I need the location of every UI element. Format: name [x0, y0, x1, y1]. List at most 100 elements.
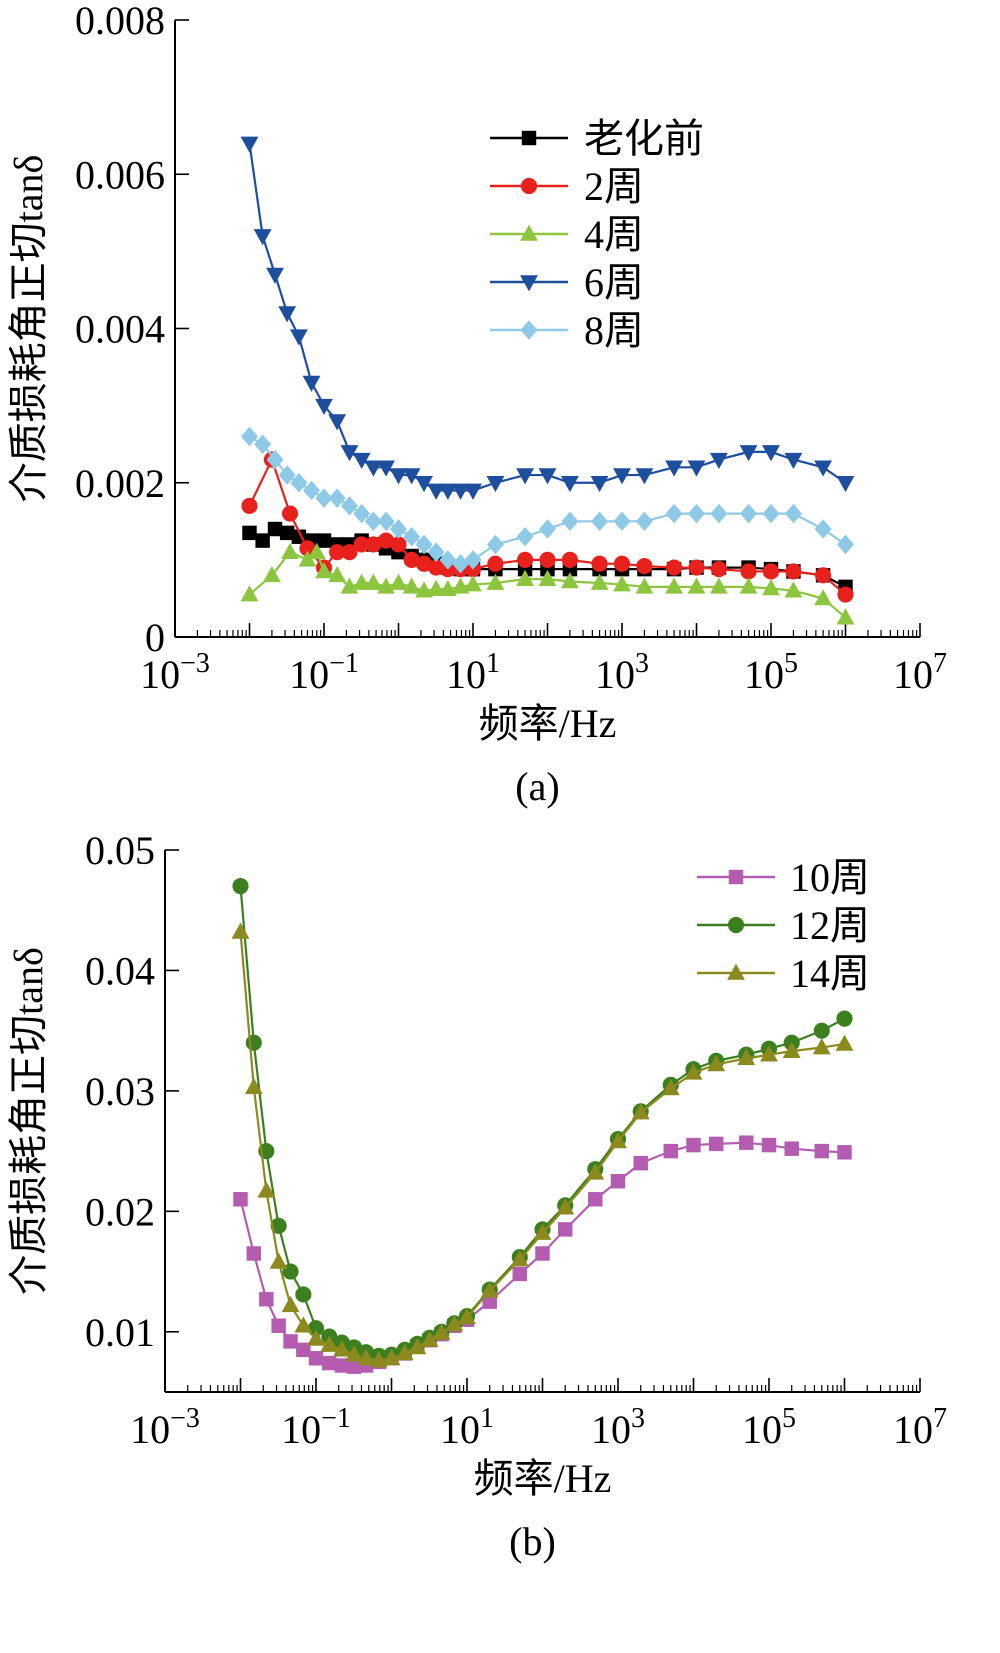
data-point	[533, 1223, 552, 1240]
data-point	[231, 922, 250, 939]
data-point	[402, 577, 421, 594]
data-point	[516, 551, 534, 568]
x-axis-label: 频率/Hz	[479, 701, 617, 746]
legend-marker	[727, 963, 745, 980]
data-point	[784, 503, 802, 524]
data-point	[302, 375, 321, 392]
series-line	[239, 931, 845, 1362]
data-point	[377, 532, 395, 549]
data-point	[784, 581, 803, 598]
data-point	[710, 452, 728, 469]
data-point	[739, 445, 758, 462]
series-2	[232, 878, 853, 1364]
data-point	[586, 1163, 605, 1180]
data-point	[761, 1137, 777, 1153]
legend-marker	[521, 130, 537, 146]
x-tick-exponent: 7	[933, 648, 947, 679]
data-point	[267, 521, 283, 537]
x-tick-exponent: −3	[180, 648, 210, 679]
data-point	[341, 544, 358, 561]
data-point	[270, 1217, 287, 1234]
series-3	[231, 922, 854, 1368]
data-point	[242, 525, 257, 541]
legend-marker	[520, 275, 538, 292]
data-point	[365, 536, 382, 553]
data-point	[486, 573, 505, 590]
data-point	[353, 536, 370, 553]
data-point	[814, 589, 832, 606]
data-point	[316, 533, 332, 548]
x-tick-base: 10	[289, 652, 329, 697]
panel-label: (b)	[509, 1519, 556, 1564]
data-point	[241, 497, 258, 514]
x-tick-label: 101	[440, 1403, 494, 1452]
x-tick-base: 10	[744, 652, 784, 697]
data-point	[631, 1103, 650, 1120]
x-tick-label: 10−1	[289, 648, 359, 697]
x-tick-exponent: −1	[321, 1403, 351, 1434]
data-point	[707, 1055, 726, 1072]
legend-label: 10周	[790, 855, 870, 900]
data-point	[334, 1358, 350, 1373]
data-point	[377, 511, 395, 532]
x-tick-exponent: −3	[170, 1403, 200, 1434]
data-point	[308, 1351, 324, 1366]
data-point	[298, 550, 317, 567]
x-tick-base: 10	[591, 1407, 631, 1452]
x-tick-exponent: 5	[782, 1403, 796, 1434]
data-point	[299, 540, 316, 557]
data-point	[814, 519, 832, 539]
data-point	[684, 1063, 703, 1080]
data-point	[635, 577, 654, 594]
data-point	[364, 460, 383, 477]
data-point	[438, 483, 457, 500]
x-tick-label: 107	[893, 648, 947, 697]
legend-label: 12周	[790, 903, 870, 948]
data-point	[364, 511, 382, 532]
data-point	[813, 1022, 830, 1039]
data-point	[538, 569, 557, 586]
data-point	[283, 1334, 298, 1349]
data-point	[561, 551, 579, 568]
data-point	[538, 468, 557, 485]
legend-label: 6周	[584, 260, 644, 305]
data-point	[438, 579, 457, 596]
data-point	[663, 1143, 678, 1159]
data-point	[294, 1316, 313, 1333]
data-point	[328, 414, 347, 431]
data-point	[345, 1345, 364, 1362]
x-tick-exponent: 3	[631, 1403, 645, 1434]
legend-marker	[520, 320, 538, 340]
x-tick-label: 10−3	[140, 648, 210, 697]
data-point	[665, 503, 683, 524]
data-point	[812, 1038, 831, 1055]
legend-label: 8周	[584, 308, 644, 353]
data-point	[253, 229, 272, 246]
x-tick-exponent: −1	[329, 648, 359, 679]
data-point	[415, 555, 433, 572]
data-point	[281, 505, 299, 522]
data-point	[390, 519, 407, 539]
data-point	[382, 1348, 401, 1366]
data-point	[635, 511, 653, 532]
data-point	[244, 1077, 263, 1095]
data-point	[232, 878, 249, 895]
y-tick-label: 0.002	[75, 461, 165, 506]
data-point	[458, 1307, 476, 1325]
x-tick-label: 103	[591, 1403, 645, 1452]
data-point	[814, 460, 832, 477]
data-point	[561, 511, 579, 532]
data-point	[439, 550, 457, 570]
y-tick-label: 0.05	[85, 828, 155, 873]
data-point	[464, 550, 482, 570]
data-point	[279, 525, 295, 541]
data-point	[278, 306, 297, 323]
data-point	[613, 511, 631, 532]
legend-marker	[520, 224, 538, 241]
data-point	[686, 1137, 701, 1153]
data-point	[328, 565, 347, 583]
legend-label: 14周	[790, 951, 870, 996]
data-point	[254, 434, 272, 454]
data-point	[785, 563, 802, 580]
y-tick-label: 0.02	[85, 1189, 155, 1234]
